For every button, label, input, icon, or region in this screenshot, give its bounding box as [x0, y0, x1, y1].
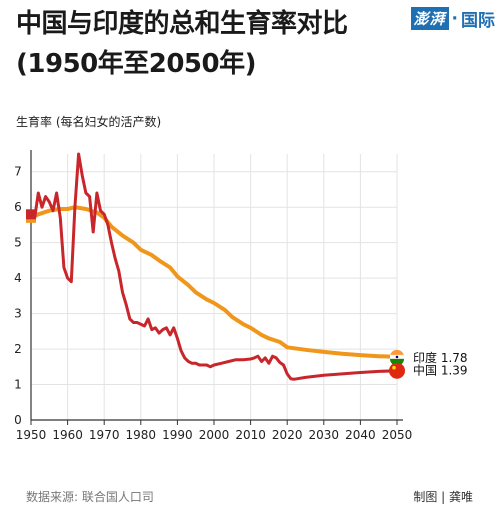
y-tick-label: 7: [14, 165, 22, 179]
logo-mark: 澎湃: [410, 7, 449, 30]
y-tick-label: 5: [14, 236, 22, 250]
y-tick-label: 1: [14, 378, 22, 392]
x-tick-label: 1960: [52, 428, 83, 442]
flag-icon-china: [389, 362, 405, 379]
data-source: 数据来源: 联合国人口司: [26, 490, 154, 504]
start-marker-china: [26, 209, 36, 220]
x-tick-label: 2020: [272, 428, 303, 442]
x-tick-label: 2030: [309, 428, 340, 442]
x-tick-label: 2040: [345, 428, 376, 442]
flag-icon-china-star: [392, 365, 396, 370]
fertility-chart: 0 1 2 3 4 5 6 7 1950 1960 1970 1980 1990 2000 2010 2020…: [14, 150, 468, 442]
y-tick-label: 4: [14, 271, 22, 285]
x-tick-label: 1970: [89, 428, 120, 442]
end-label-china: 中国 1.39: [413, 363, 468, 378]
x-tick-label: 2000: [199, 428, 230, 442]
x-tick-label: 2050: [382, 428, 413, 442]
y-axis-label: 生育率 (每名妇女的活产数): [16, 115, 162, 129]
series-line-china: [29, 152, 399, 381]
x-tick-label: 1950: [16, 428, 47, 442]
y-tick-label: 3: [14, 307, 22, 321]
title-line-2: (1950年至2050年): [16, 49, 257, 79]
y-tick-label: 2: [14, 342, 22, 356]
brand-logo: 澎湃 · 国际: [410, 6, 495, 31]
logo-separator: ·: [451, 8, 458, 29]
x-tick-label: 2010: [235, 428, 266, 442]
x-tick-label: 1990: [162, 428, 193, 442]
x-tick-label: 1980: [126, 428, 157, 442]
y-tick-label: 6: [14, 200, 22, 214]
chart-title: 中国与印度的总和生育率对比 (1950年至2050年): [16, 4, 416, 84]
chart-credit: 制图 | 龚唯: [413, 490, 473, 504]
series-line-india: [29, 205, 399, 359]
end-label-india: 印度 1.78: [413, 350, 468, 365]
logo-suffix: 国际: [461, 11, 495, 31]
flag-icon-india-chakra: [395, 355, 399, 359]
y-tick-label: 0: [14, 413, 22, 427]
title-line-1: 中国与印度的总和生育率对比: [16, 9, 348, 39]
